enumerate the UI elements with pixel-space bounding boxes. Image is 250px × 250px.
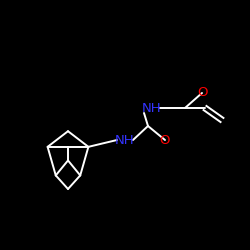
Text: NH: NH [115, 134, 135, 146]
Text: NH: NH [142, 102, 162, 114]
Text: O: O [160, 134, 170, 146]
Text: O: O [197, 86, 207, 100]
